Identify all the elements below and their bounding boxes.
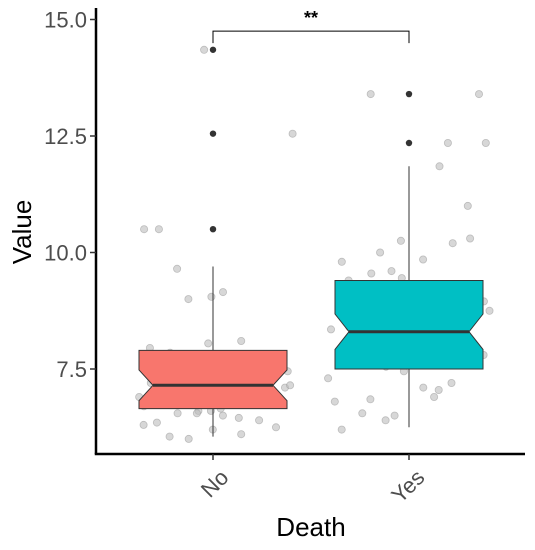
outlier-point	[209, 46, 217, 53]
jitter-point	[173, 409, 182, 418]
outlier-point	[209, 130, 217, 137]
jitter-point	[430, 392, 439, 401]
box-no	[138, 349, 288, 410]
jitter-point	[255, 416, 264, 425]
y-tick-label: 7.5	[56, 357, 87, 382]
jitter-point	[192, 409, 201, 418]
jitter-point	[447, 378, 456, 387]
jitter-point	[165, 432, 174, 441]
jitter-point	[286, 381, 295, 390]
jitter-point	[367, 269, 376, 278]
jitter-point	[396, 236, 405, 245]
box-yes	[334, 279, 484, 370]
jitter-point	[435, 162, 444, 171]
y-tick-label: 15.0	[44, 8, 87, 33]
jitter-point	[218, 288, 227, 297]
jitter-point	[237, 430, 246, 439]
outlier-point	[405, 90, 413, 98]
jitter-point	[419, 383, 428, 392]
jitter-point	[448, 239, 457, 248]
jitter-point	[173, 264, 182, 273]
jitter-point	[326, 325, 335, 334]
jitter-point	[234, 413, 243, 422]
outlier-point	[209, 226, 217, 233]
jitter-point	[474, 90, 483, 99]
jitter-point	[381, 416, 390, 425]
jitter-point	[390, 411, 399, 420]
jitter-point	[324, 374, 333, 383]
jitter-point	[184, 295, 193, 304]
significance-bracket: **	[212, 8, 410, 44]
y-tick-label: 12.5	[44, 124, 87, 149]
jitter-point	[139, 420, 148, 429]
jitter-point	[154, 225, 163, 234]
jitter-point	[337, 425, 346, 434]
axes: 7.5 10.0 12.5 15.0 No Yes	[44, 8, 525, 508]
jitter-point	[481, 138, 490, 147]
jitter-point	[366, 395, 375, 404]
jitter-point	[200, 45, 209, 54]
outlier-point	[405, 139, 413, 147]
y-tick-label: 10.0	[44, 241, 87, 266]
jitter-point	[443, 138, 452, 147]
boxplots	[138, 46, 484, 437]
jitter-point	[366, 90, 375, 99]
jitter-point	[485, 306, 494, 315]
jitter-point	[271, 423, 280, 432]
x-tick-label: Yes	[386, 465, 429, 508]
jitter-point	[288, 129, 297, 138]
jitter-point	[204, 339, 213, 348]
jitter-point	[330, 397, 339, 406]
jitter-point	[466, 234, 475, 243]
jitter-point	[140, 225, 149, 234]
significance-label: **	[304, 8, 318, 28]
x-tick-label: No	[196, 465, 234, 503]
jitter-point	[419, 255, 428, 264]
jitter-point	[237, 336, 246, 345]
jitter-point	[184, 434, 193, 443]
x-axis-title: Death	[276, 512, 345, 542]
jitter-point	[463, 201, 472, 210]
jitter-point	[218, 411, 227, 420]
significance-line	[212, 30, 410, 44]
jitter-point	[337, 257, 346, 266]
jitter-point	[152, 418, 161, 427]
jitter-point	[207, 292, 216, 301]
y-axis-title: Value	[7, 200, 37, 265]
jitter-point	[358, 409, 367, 418]
jitter-point	[387, 267, 396, 276]
jitter-point	[376, 248, 385, 257]
jitter-point	[434, 385, 443, 394]
